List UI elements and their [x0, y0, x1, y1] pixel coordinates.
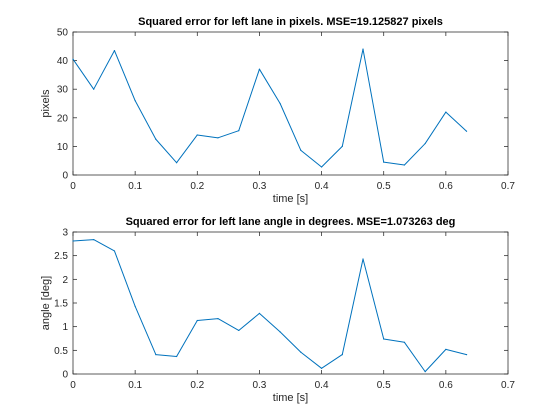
data-point [424, 142, 426, 145]
data-point [445, 111, 447, 113]
data-point [175, 355, 178, 358]
data-point [196, 319, 198, 322]
data-point [403, 341, 406, 343]
data-point [72, 58, 74, 60]
x-tick-label: 0 [70, 181, 76, 192]
y-axis-label: pixels [40, 89, 52, 118]
data-point [465, 353, 468, 356]
data-point [320, 166, 323, 168]
data-point [465, 130, 468, 132]
x-tick-label: 0.4 [315, 380, 329, 391]
x-tick-label: 0.7 [501, 181, 515, 192]
plot-area [72, 31, 509, 176]
data-point [445, 348, 447, 350]
x-axis-label: time [s] [273, 392, 308, 404]
series-line-1 [72, 239, 467, 373]
y-tick-label: 0 [62, 370, 68, 381]
data-point [279, 331, 281, 333]
data-point [279, 102, 281, 105]
x-axis-label: time [s] [273, 193, 308, 205]
data-point [258, 312, 261, 315]
y-tick-label: 2 [62, 275, 68, 286]
data-point [362, 48, 364, 50]
data-point [155, 353, 157, 356]
y-axis-label: angle [deg] [40, 276, 52, 330]
data-point [341, 145, 343, 147]
data-point [258, 68, 261, 70]
data-point [383, 161, 385, 163]
data-point [93, 88, 95, 90]
y-tick-label: 10 [57, 142, 69, 153]
x-tick-label: 0.2 [190, 380, 204, 391]
data-point [238, 130, 240, 132]
x-tick-label: 0 [70, 380, 76, 391]
chart-title: Squared error for left lane in pixels. M… [138, 16, 443, 28]
plot-area [72, 231, 509, 375]
data-point [341, 353, 343, 356]
data-point [113, 49, 116, 52]
data-point [217, 137, 219, 139]
data-point [300, 351, 302, 353]
data-point [113, 250, 116, 252]
data-point [72, 240, 74, 242]
x-tick-label: 0.5 [377, 181, 391, 192]
chart-title: Squared error for left lane angle in deg… [126, 216, 456, 228]
y-tick-label: 0.5 [54, 346, 68, 357]
data-point [320, 367, 323, 369]
data-point [383, 338, 385, 340]
y-tick-label: 50 [57, 28, 69, 39]
y-tick-label: 1 [62, 322, 68, 333]
y-tick-label: 40 [57, 56, 69, 67]
y-tick-label: 30 [57, 85, 69, 96]
x-tick-label: 0.1 [128, 181, 142, 192]
data-point [196, 134, 198, 136]
data-point [403, 164, 406, 166]
y-tick-label: 2.5 [54, 251, 68, 262]
axes-2: 0 0.1 0.2 0.3 0.4 0.5 0.6 0.7 0 0.5 1 1.5 2 2.5 3 Squar… [40, 216, 515, 404]
x-tick-label: 0.3 [252, 380, 266, 391]
series-line-1 [72, 48, 467, 168]
data-point [155, 138, 157, 140]
data-point [134, 305, 136, 307]
axes-1: 0 0.1 0.2 0.3 0.4 0.5 0.6 0.7 0 10 20 30 40 50 Squared… [40, 16, 515, 205]
x-tick-label: 0.1 [128, 380, 142, 391]
y-tick-label: 1.5 [54, 299, 68, 310]
x-tick-label: 0.3 [252, 181, 266, 192]
data-point [238, 329, 240, 332]
x-tick-label: 0.4 [315, 181, 329, 192]
x-tick-label: 0.6 [439, 181, 453, 192]
x-tick-label: 0.5 [377, 380, 391, 391]
y-tick-label: 3 [62, 228, 68, 239]
y-tick-label: 0 [62, 171, 68, 182]
data-point [362, 258, 364, 260]
data-point [217, 318, 219, 320]
x-tick-label: 0.6 [439, 380, 453, 391]
data-point [175, 162, 178, 164]
data-point [300, 149, 302, 151]
data-point [424, 371, 426, 373]
x-tick-label: 0.7 [501, 380, 515, 391]
y-tick-label: 20 [57, 113, 69, 124]
x-tick-label: 0.2 [190, 181, 204, 192]
data-point [134, 100, 136, 102]
data-point [93, 238, 95, 241]
